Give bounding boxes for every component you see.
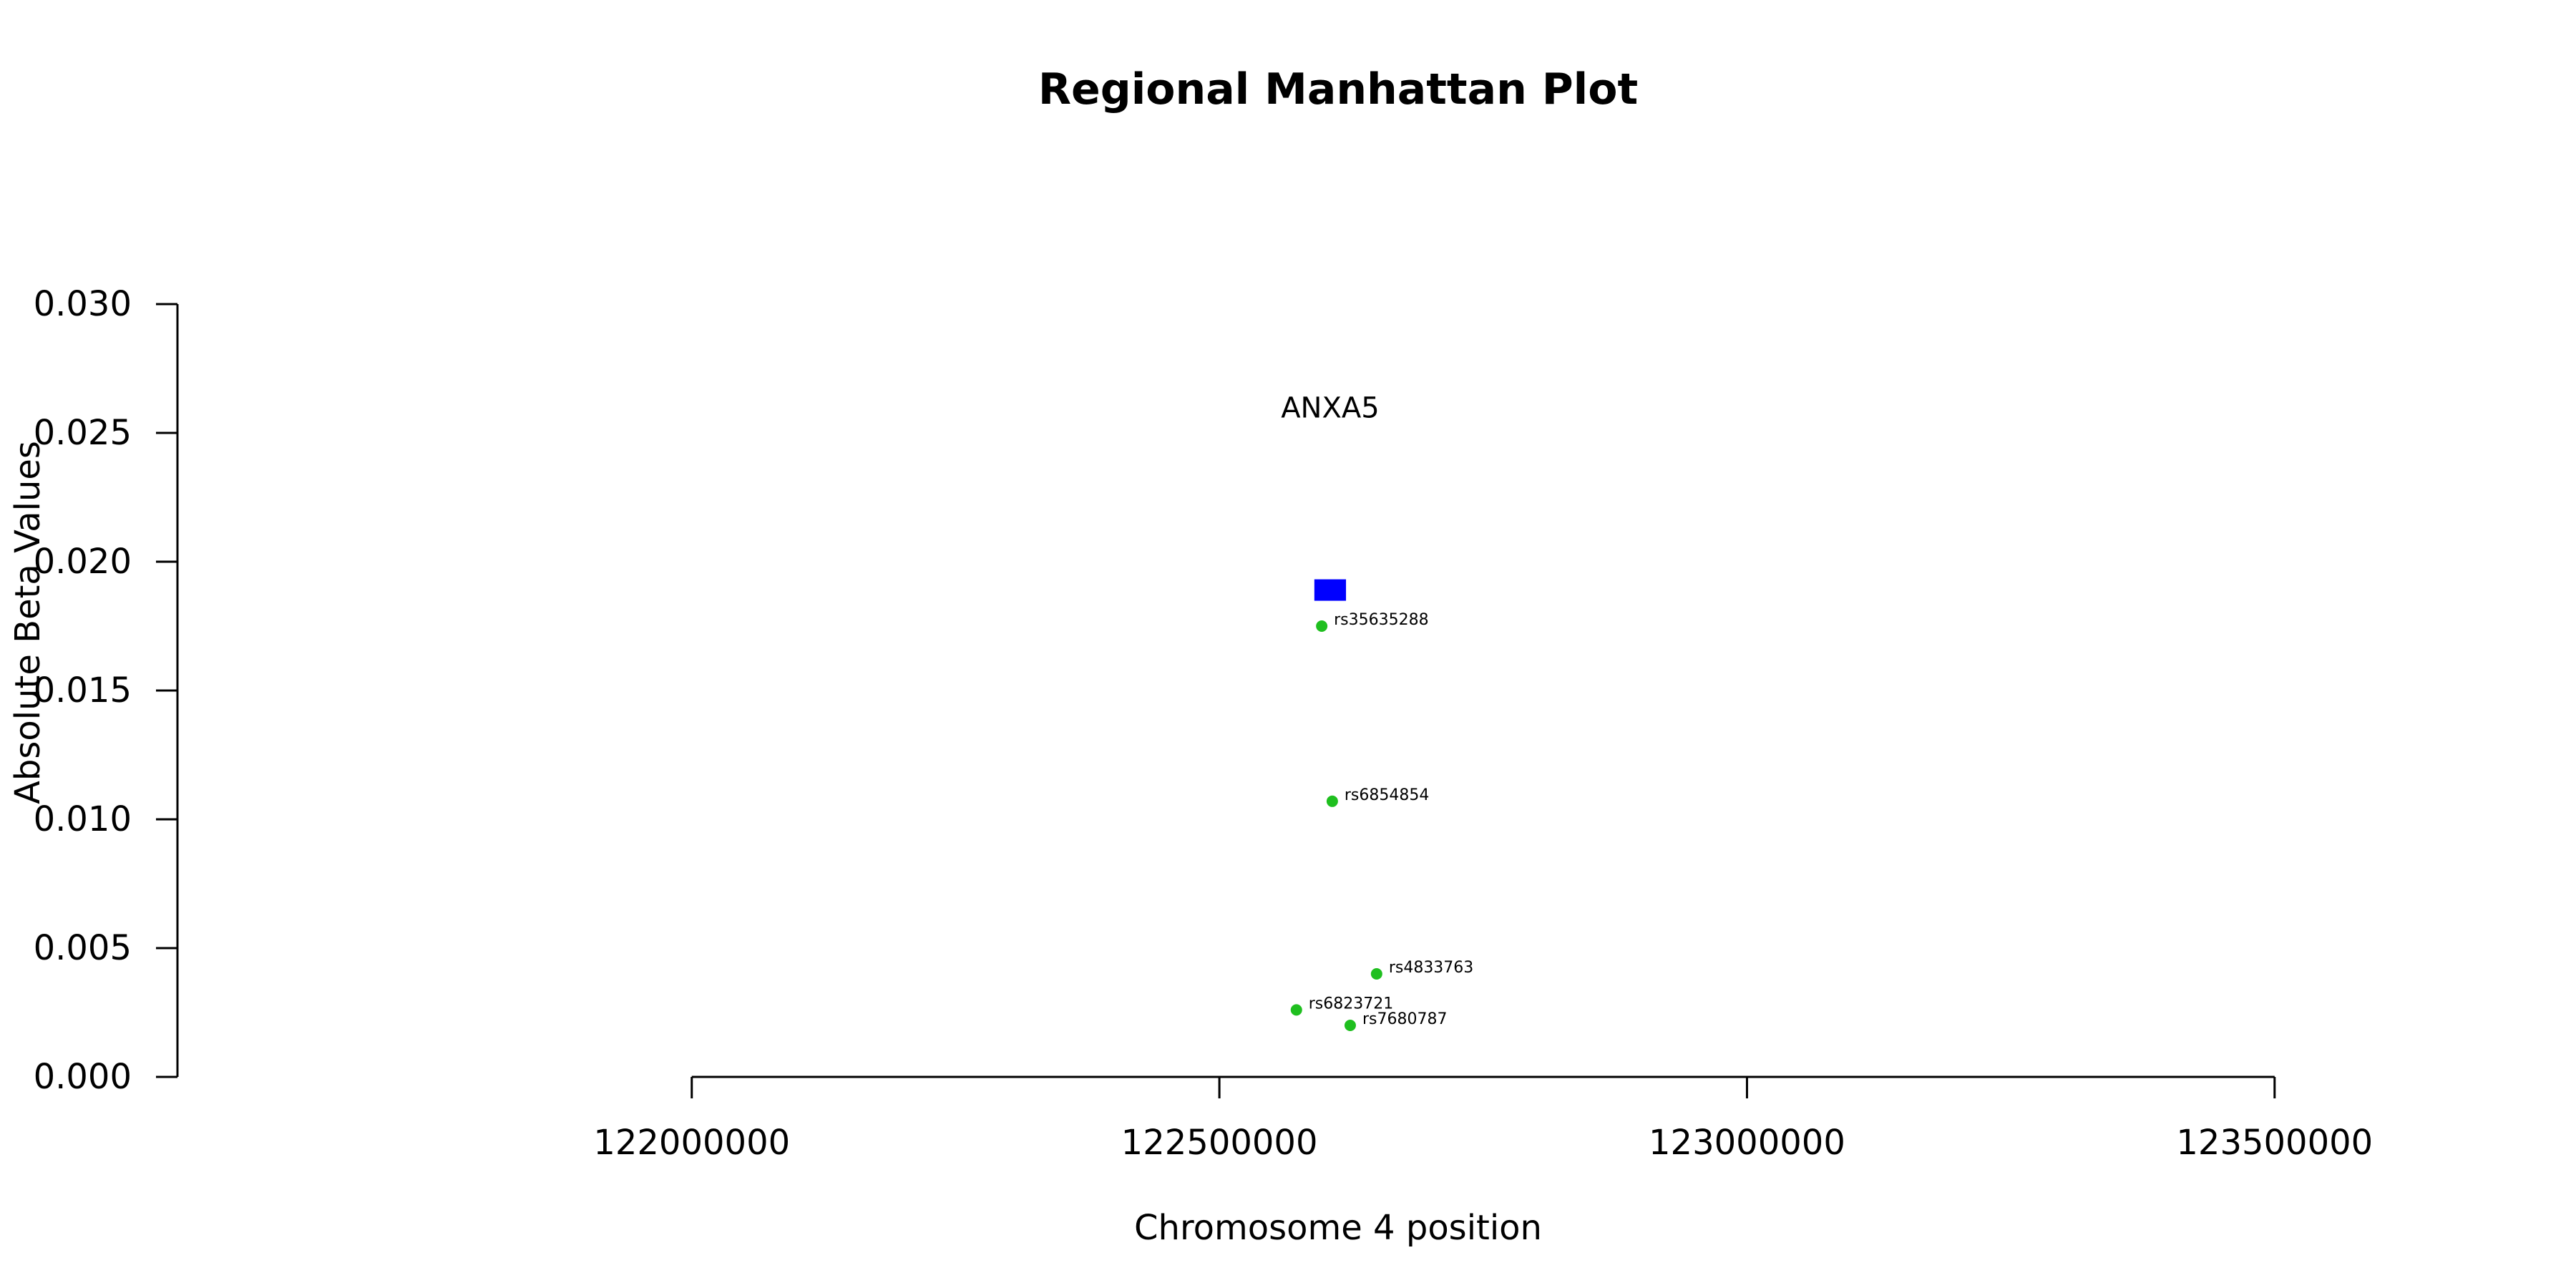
y-tick-label: 0.000	[34, 1057, 132, 1097]
x-tick-label: 122500000	[1121, 1123, 1318, 1163]
snp-point	[1290, 1004, 1302, 1016]
y-tick-label: 0.030	[34, 284, 132, 324]
snp-label: rs7680787	[1362, 1010, 1448, 1028]
snp-point-layer: rs35635288 rs6854854 rs4833763 rs6823721rs7…	[1290, 611, 1474, 1031]
snp-label: rs35635288	[1334, 611, 1428, 629]
gene-label: ANXA5	[1281, 391, 1380, 424]
y-tick-label: 0.015	[34, 670, 132, 711]
y-axis: 0.000 0.005 0.010 0.015 0.020 0.025 0.030	[34, 284, 179, 1097]
x-tick-label: 123000000	[1649, 1123, 1845, 1163]
gene-layer: ANXA5	[1281, 391, 1380, 601]
y-tick-label: 0.025	[34, 413, 132, 453]
y-axis-label: Absolute Beta Values	[8, 441, 48, 804]
snp-point	[1344, 1020, 1356, 1031]
snp-label: rs6854854	[1345, 786, 1430, 804]
snp-point	[1316, 620, 1328, 632]
snp-point	[1326, 795, 1338, 807]
x-tick-label: 122000000	[593, 1123, 790, 1163]
snp-point	[1370, 968, 1382, 980]
x-axis-label: Chromosome 4 position	[1134, 1208, 1542, 1248]
x-axis: 122000000 122500000 123000000 123500000	[593, 1075, 2373, 1163]
y-tick-label: 0.010	[34, 799, 132, 839]
x-tick-label: 123500000	[2176, 1123, 2373, 1163]
y-tick-label: 0.005	[34, 928, 132, 968]
snp-label: rs6823721	[1309, 995, 1394, 1013]
chart-title: Regional Manhattan Plot	[1038, 64, 1638, 114]
snp-label: rs4833763	[1389, 959, 1474, 977]
y-tick-label: 0.020	[34, 542, 132, 582]
gene-block	[1314, 579, 1347, 601]
